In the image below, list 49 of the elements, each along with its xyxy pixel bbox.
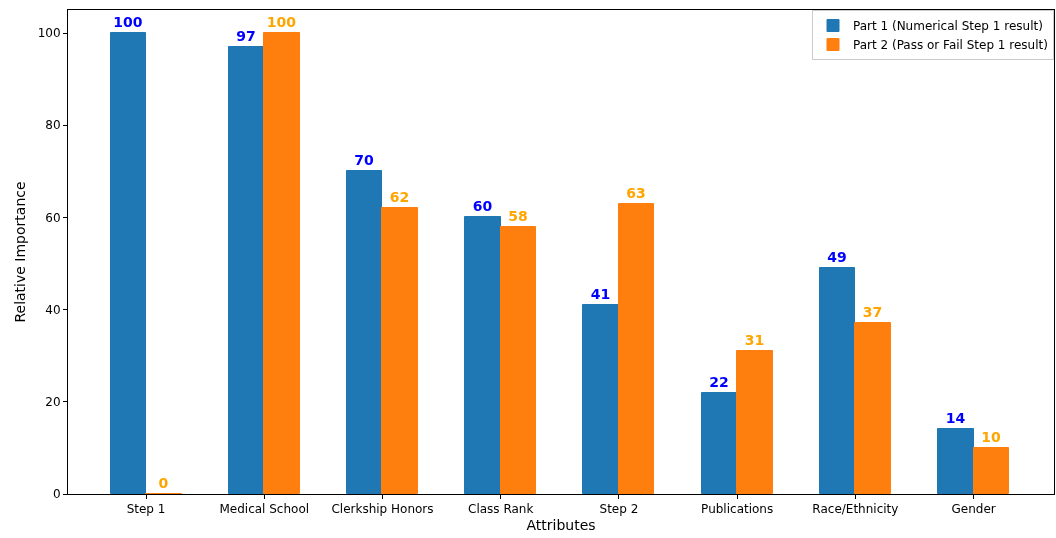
bar [618, 203, 654, 494]
y-tick-label: 40 [45, 302, 61, 317]
data-label: 49 [827, 248, 847, 265]
bar [701, 392, 737, 494]
x-tick-label: Race/Ethnicity [812, 502, 899, 517]
bar [263, 32, 300, 494]
y-tick-label: 20 [45, 395, 61, 410]
y-tick-label: 100 [37, 26, 61, 41]
data-label: 31 [744, 331, 765, 348]
data-label: 100 [113, 13, 143, 30]
data-label: 58 [508, 207, 528, 224]
bar [736, 350, 773, 494]
y-tick-label: 80 [45, 118, 61, 133]
bar [500, 226, 536, 494]
bar [973, 447, 1009, 494]
data-label: 22 [709, 373, 729, 390]
data-label: 37 [862, 303, 883, 320]
y-axis-title: Relative Importance [12, 181, 29, 323]
legend-label: Part 2 (Pass or Fail Step 1 result) [853, 38, 1048, 53]
x-tick-label: Clerkship Honors [331, 502, 434, 517]
x-tick-label: Medical School [219, 502, 310, 517]
bar [228, 46, 264, 494]
data-label: 14 [945, 409, 966, 426]
data-label: 0 [158, 474, 169, 491]
bar [582, 304, 619, 494]
x-axis-title: Attributes [526, 516, 596, 533]
data-label: 10 [981, 428, 1001, 445]
x-tick-label: Step 2 [599, 502, 639, 517]
x-tick-label: Publications [701, 502, 774, 517]
x-tick-label: Step 1 [126, 502, 166, 517]
y-tick-label: 60 [45, 210, 61, 225]
data-label: 100 [266, 13, 297, 30]
data-label: 41 [590, 285, 611, 302]
x-tick-label: Class Rank [468, 502, 534, 517]
y-tick-label: 0 [52, 487, 61, 502]
bar [464, 216, 501, 494]
x-tick-label: Gender [951, 502, 996, 517]
data-label: 63 [626, 184, 646, 201]
data-label: 97 [236, 27, 256, 44]
data-label: 60 [472, 197, 493, 214]
bar [110, 32, 146, 494]
bar [381, 207, 418, 494]
bar [937, 428, 974, 494]
legend-label: Part 1 (Numerical Step 1 result) [853, 19, 1043, 34]
data-label: 70 [354, 151, 374, 168]
data-label: 62 [389, 188, 410, 205]
bar [854, 322, 891, 494]
bar [346, 170, 382, 494]
bar [819, 267, 855, 494]
